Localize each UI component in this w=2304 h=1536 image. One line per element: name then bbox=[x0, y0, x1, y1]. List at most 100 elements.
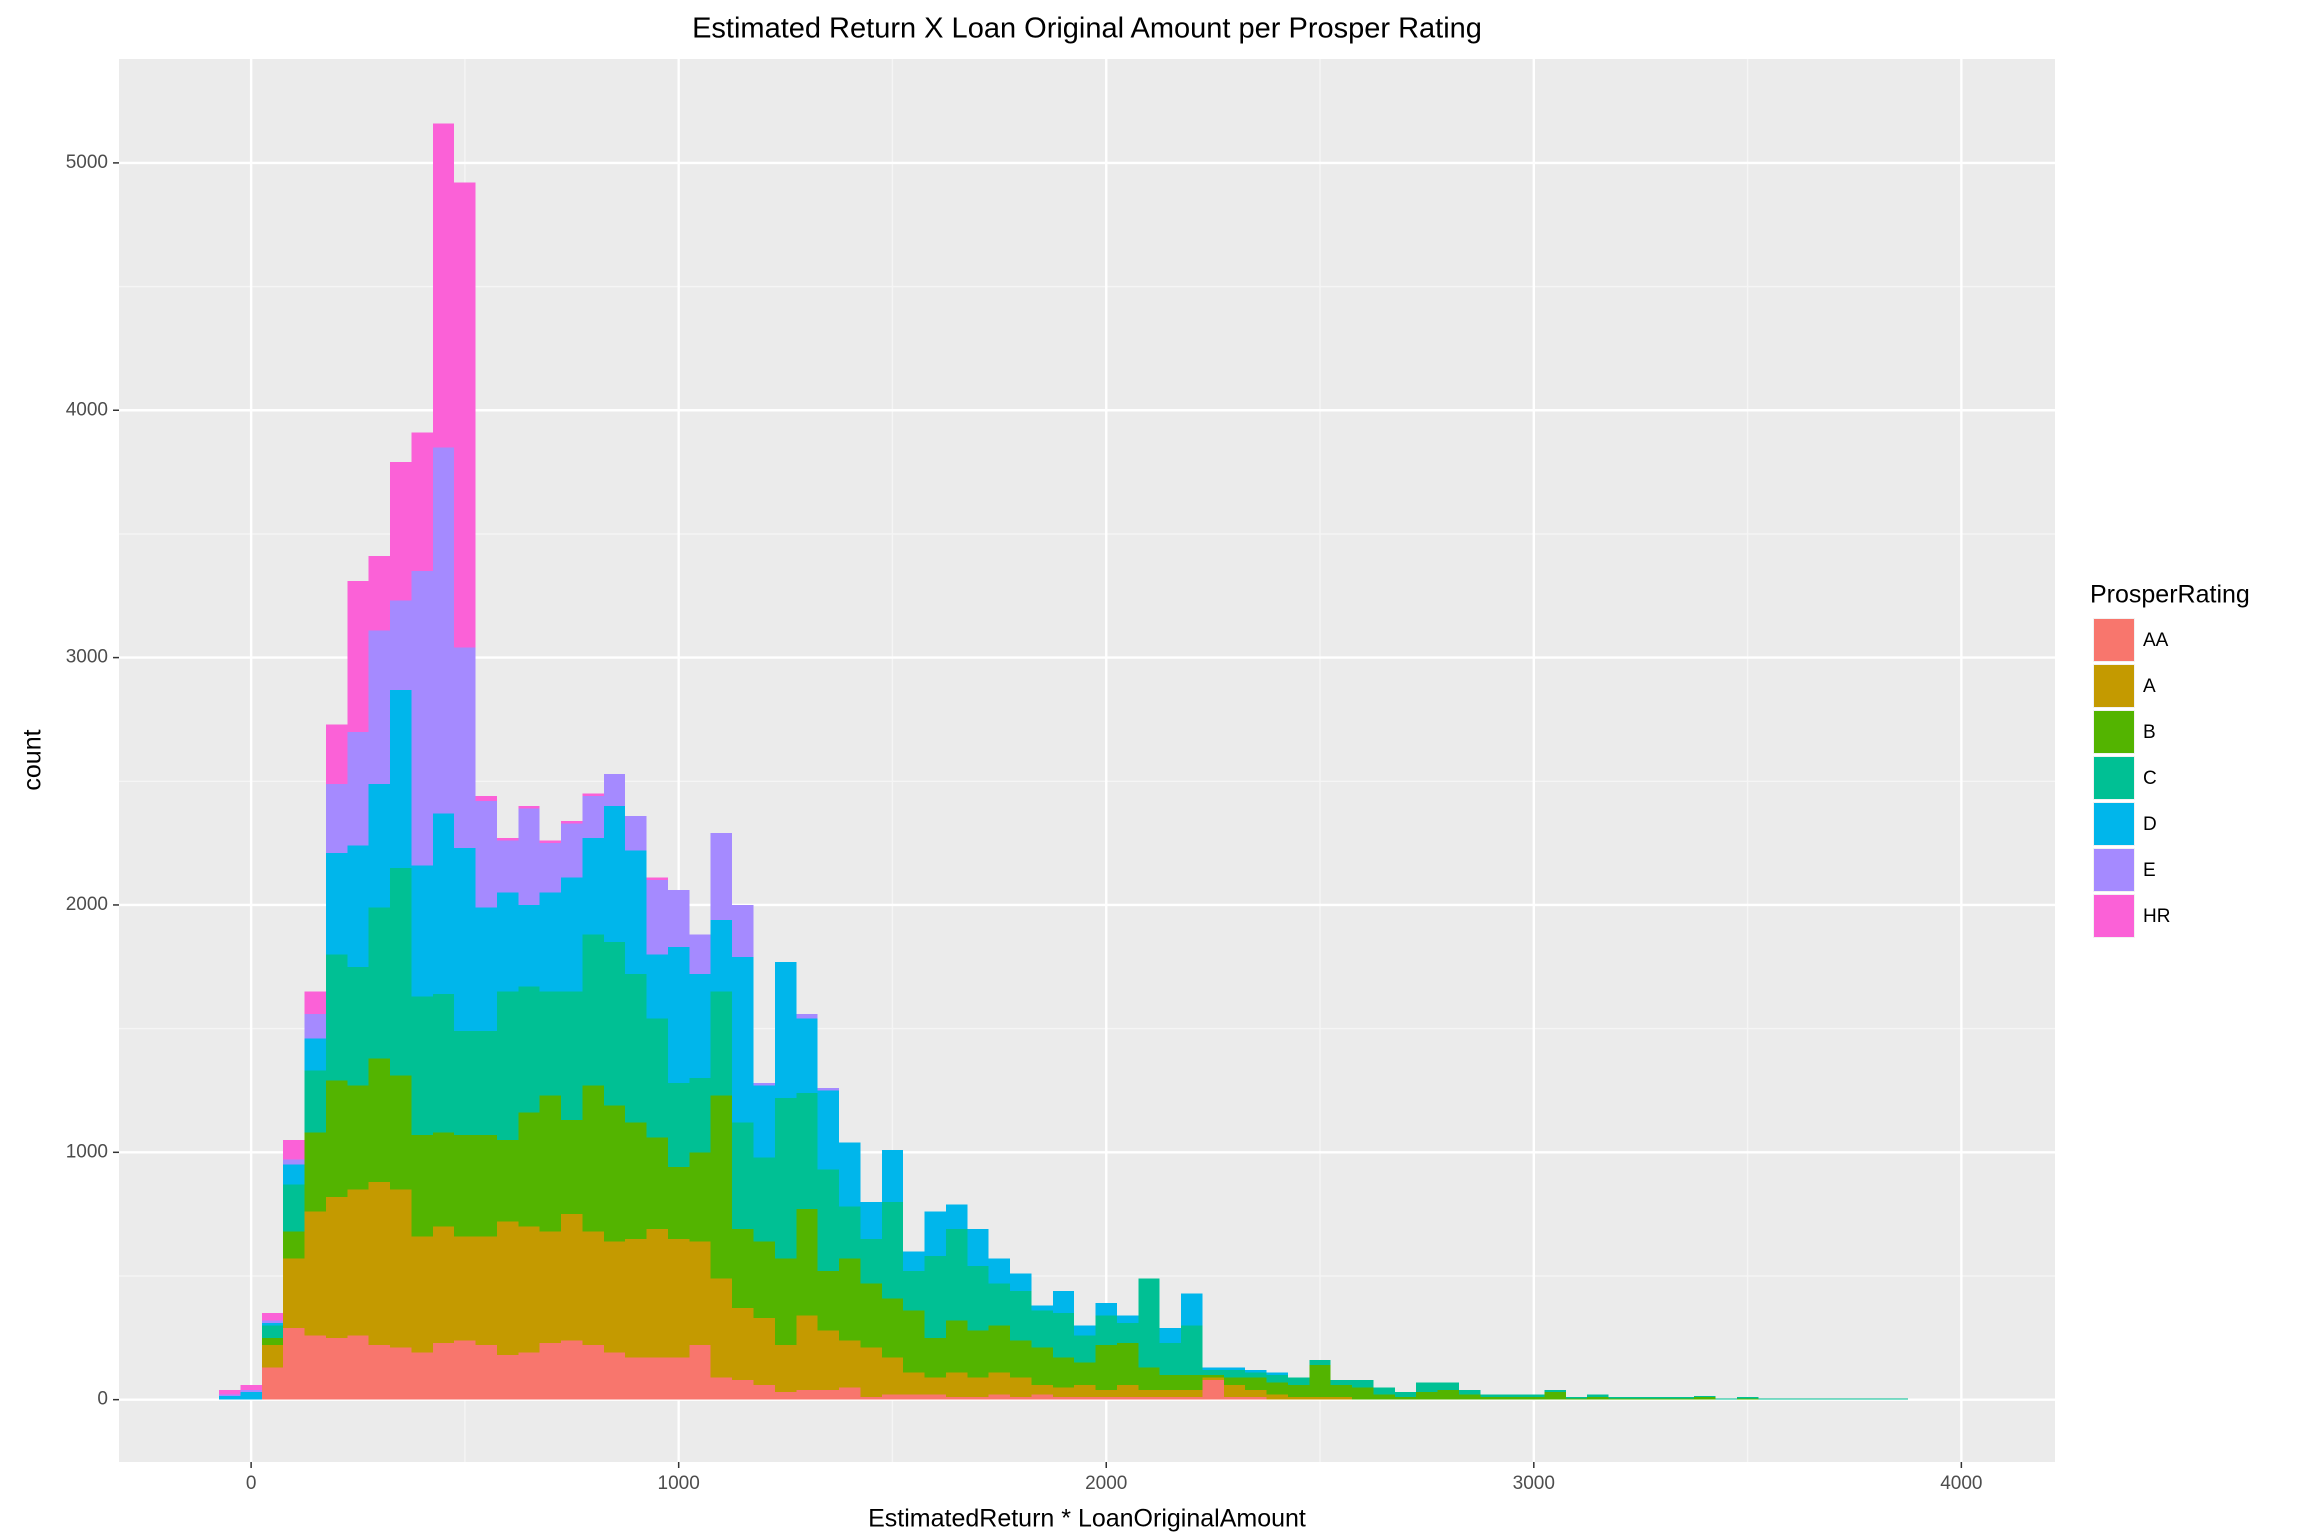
bar-segment bbox=[304, 1038, 326, 1071]
bar-segment bbox=[1501, 1394, 1524, 1398]
bar-segment bbox=[1758, 1398, 1780, 1400]
bar-segment bbox=[710, 1278, 733, 1378]
bar-segment bbox=[496, 892, 519, 992]
bar-segment bbox=[1779, 1398, 1802, 1400]
bar-segment bbox=[539, 991, 562, 1096]
bar-segment bbox=[646, 880, 668, 955]
bar-segment bbox=[1181, 1293, 1203, 1326]
bar-segment bbox=[1052, 1397, 1075, 1400]
bar-segment bbox=[839, 1258, 861, 1341]
bar-segment bbox=[1309, 1397, 1331, 1400]
bar-segment bbox=[1010, 1340, 1032, 1378]
bar-segment bbox=[1116, 1397, 1139, 1400]
bar-segment bbox=[796, 1092, 818, 1210]
bar-segment bbox=[496, 1139, 519, 1222]
y-tick-label: 3000 bbox=[66, 647, 108, 668]
bar-segment bbox=[1010, 1273, 1032, 1291]
bar-segment bbox=[710, 833, 733, 920]
bar-segment bbox=[1886, 1398, 1908, 1400]
bar-segment bbox=[368, 783, 391, 908]
bar-segment bbox=[732, 956, 754, 1123]
bar-segment bbox=[1095, 1389, 1117, 1398]
bar-segment bbox=[454, 1031, 476, 1135]
bar-segment bbox=[753, 1157, 775, 1242]
bar-segment bbox=[689, 974, 711, 1079]
bar-segment bbox=[261, 1313, 284, 1321]
bar-segment bbox=[1608, 1398, 1631, 1400]
bar-segment bbox=[1245, 1397, 1267, 1400]
bar-segment bbox=[390, 1347, 412, 1400]
bar-segment bbox=[561, 991, 583, 1121]
bar-segment bbox=[1159, 1327, 1182, 1343]
bar-segment bbox=[1031, 1384, 1053, 1395]
bar-segment bbox=[753, 1318, 775, 1385]
x-tick-label: 4000 bbox=[1940, 1473, 1982, 1494]
legend-key bbox=[2094, 895, 2134, 937]
bar-segment bbox=[1116, 1322, 1139, 1343]
bar-segment bbox=[518, 806, 540, 809]
bar-segment bbox=[710, 1095, 733, 1279]
bar-segment bbox=[325, 954, 348, 1081]
bar-segment bbox=[432, 123, 455, 448]
bar-segment bbox=[496, 991, 519, 1140]
bar-segment bbox=[582, 1231, 604, 1346]
bar-segment bbox=[1223, 1367, 1246, 1370]
bar-segment bbox=[475, 907, 497, 1032]
bar-segment bbox=[304, 1211, 326, 1336]
bar-segment bbox=[1565, 1397, 1588, 1399]
bar-segment bbox=[304, 991, 326, 1014]
bar-segment bbox=[411, 571, 433, 866]
bar-segment bbox=[347, 1085, 369, 1190]
bar-segment bbox=[625, 1357, 647, 1400]
bar-segment bbox=[411, 1134, 433, 1237]
bar-segment bbox=[1031, 1394, 1053, 1400]
bar-segment bbox=[325, 853, 348, 955]
bar-segment bbox=[1394, 1397, 1417, 1400]
bar-segment bbox=[1416, 1382, 1438, 1393]
bar-segment bbox=[1651, 1398, 1673, 1400]
bar-segment bbox=[1458, 1389, 1481, 1395]
bar-segment bbox=[475, 1134, 497, 1237]
bar-segment bbox=[667, 1238, 690, 1358]
bar-segment bbox=[1287, 1377, 1310, 1385]
bar-segment bbox=[1095, 1303, 1117, 1316]
bar-segment bbox=[261, 1322, 284, 1326]
bar-segment bbox=[1352, 1387, 1374, 1400]
bar-segment bbox=[753, 1083, 775, 1086]
bar-segment bbox=[1052, 1290, 1075, 1314]
bar-segment bbox=[347, 580, 369, 732]
bar-segment bbox=[1074, 1384, 1096, 1398]
bar-segment bbox=[368, 630, 391, 784]
bar-segment bbox=[1159, 1374, 1182, 1390]
bar-segment bbox=[603, 773, 626, 807]
bar-segment bbox=[945, 1320, 968, 1373]
bar-segment bbox=[368, 1181, 391, 1346]
bar-segment bbox=[1394, 1392, 1417, 1398]
bar-segment bbox=[518, 1112, 540, 1227]
bar-segment bbox=[1672, 1397, 1695, 1399]
bar-segment bbox=[988, 1325, 1011, 1373]
legend-key bbox=[2094, 665, 2134, 707]
bar-segment bbox=[625, 1122, 647, 1239]
bar-segment bbox=[1052, 1313, 1075, 1358]
bar-segment bbox=[1587, 1397, 1609, 1400]
bar-segment bbox=[988, 1283, 1011, 1326]
legend-label: E bbox=[2143, 860, 2156, 881]
bar-segment bbox=[283, 1258, 305, 1328]
bar-segment bbox=[1052, 1357, 1075, 1388]
bar-segment bbox=[496, 1355, 519, 1400]
bar-segment bbox=[1181, 1374, 1203, 1390]
bar-segment bbox=[967, 1330, 989, 1378]
bar-segment bbox=[539, 840, 562, 844]
bar-segment bbox=[967, 1397, 989, 1400]
bar-segment bbox=[1437, 1382, 1459, 1390]
bar-segment bbox=[646, 954, 668, 1019]
bar-segment bbox=[561, 820, 583, 824]
bar-segment bbox=[325, 1080, 348, 1197]
bar-segment bbox=[689, 1345, 711, 1400]
bar-segment bbox=[475, 796, 497, 802]
chart-title: Estimated Return X Loan Original Amount … bbox=[692, 13, 1482, 45]
bar-segment bbox=[753, 1241, 775, 1319]
bar-segment bbox=[860, 1347, 882, 1398]
